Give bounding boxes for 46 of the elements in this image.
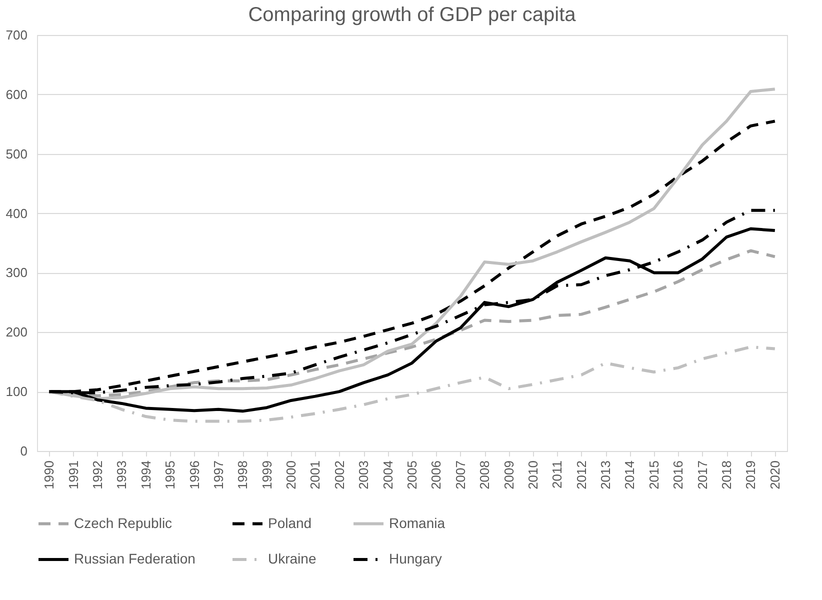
x-tick-label: 1996 [186, 460, 202, 490]
x-tick-label: 2005 [404, 460, 420, 490]
x-tick-label: 1998 [235, 460, 250, 490]
x-tick-label: 2007 [452, 460, 468, 490]
legend-label: Russian Federation [74, 550, 196, 566]
legend-label: Czech Republic [74, 514, 172, 531]
x-tick-label: 1990 [42, 460, 57, 490]
x-tick-label: 2001 [308, 460, 323, 490]
x-tick-label: 2000 [284, 460, 299, 490]
x-tick-label: 2018 [719, 460, 734, 490]
x-tick-label: 2009 [501, 460, 516, 490]
x-tick-label: 1992 [90, 460, 105, 490]
x-tick-label: 2008 [477, 460, 492, 490]
x-tick-label: 2006 [428, 460, 444, 490]
x-tick-label: 2014 [622, 460, 638, 490]
x-tick-label: 2013 [598, 460, 614, 490]
x-tick-label: 2011 [550, 460, 565, 488]
x-tick-label: 2012 [574, 460, 589, 490]
x-tick-label: 2015 [646, 460, 662, 490]
y-tick-label: 100 [6, 384, 28, 400]
x-tick-label: 2003 [356, 460, 372, 490]
y-tick-label: 500 [6, 146, 28, 162]
y-tick-label: 300 [6, 265, 28, 280]
x-tick-label: 1994 [138, 460, 154, 490]
x-tick-label: 1995 [162, 460, 178, 490]
y-tick-label: 400 [6, 206, 28, 221]
x-tick-label: 2020 [767, 460, 782, 490]
x-tick-label: 1991 [66, 460, 81, 490]
legend-label: Ukraine [268, 550, 316, 566]
x-tick-label: 1993 [114, 460, 130, 490]
x-tick-label: 2016 [670, 460, 686, 490]
x-tick-label: 2019 [743, 460, 758, 490]
chart-title: Comparing growth of GDP per capita [248, 4, 577, 26]
x-tick-label: 2017 [694, 460, 710, 490]
x-tick-label: 1997 [210, 460, 226, 490]
legend-label: Hungary [389, 550, 442, 566]
legend-label: Romania [389, 514, 446, 531]
x-tick-label: 1999 [259, 460, 274, 490]
x-tick-label: 2010 [525, 460, 540, 490]
y-tick-label: 600 [6, 86, 28, 102]
x-tick-label: 2002 [332, 460, 347, 490]
y-tick-label: 0 [20, 444, 28, 458]
y-tick-label: 200 [6, 324, 28, 340]
legend-label: Poland [268, 514, 312, 531]
y-tick-label: 700 [6, 28, 28, 42]
x-tick-label: 2004 [380, 460, 396, 490]
